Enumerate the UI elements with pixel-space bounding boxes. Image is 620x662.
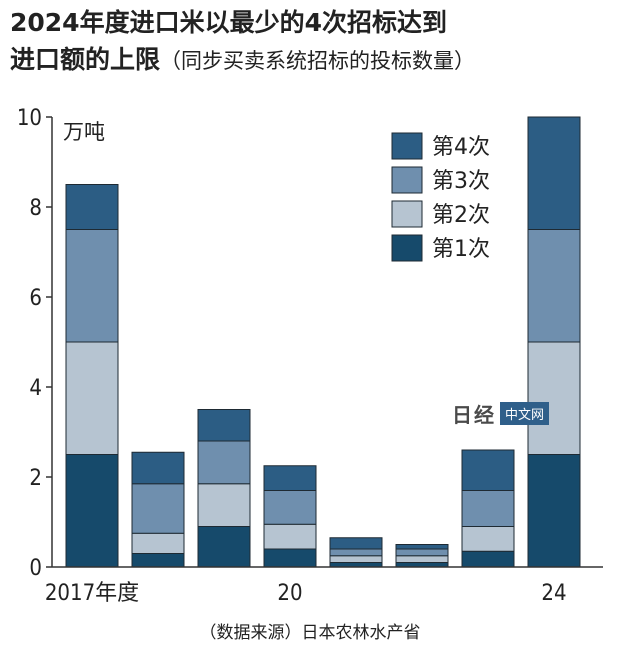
bar-2023-s4 [461,449,515,491]
chart-subtitle: （同步买卖系统招标的投标数量） [160,49,476,73]
bar-2020-s3 [263,490,317,525]
y-tick-label-2: 2 [29,466,42,491]
bar-2024-s1 [527,454,581,568]
legend-label-2: 第2次 [432,203,490,228]
bar-2019-s1 [197,526,251,568]
watermark-box: 中文网 [500,402,550,425]
bar-2022-s2 [395,555,449,563]
chart-title: 2024年度进口米以最少的4次招标达到 进口额的上限（同步买卖系统招标的投标数量… [10,4,616,80]
watermark: 日经 中文网 [452,399,550,428]
bar-2024-s3 [527,229,581,343]
bar-2024-s4 [527,116,581,230]
bar-2021-s4 [329,537,383,550]
y-tick-label-4: 4 [29,376,42,401]
bar-2019-s4 [197,409,251,442]
bar-2023-s2 [461,526,515,552]
bar-2019-s3 [197,440,251,485]
bar-2019-s2 [197,483,251,527]
legend-swatch-2 [391,200,423,228]
bar-2018-s1 [131,553,185,568]
title-line-2: 进口额的上限（同步买卖系统招标的投标数量） [10,41,616,80]
y-tick-label-8: 8 [29,196,42,221]
bar-2024-s2 [527,341,581,455]
y-unit-label: 万吨 [63,120,105,144]
bar-2017-s4 [65,184,119,230]
bar-2017-s2 [65,341,119,455]
bar-2017-s1 [65,454,119,568]
bar-2020-s2 [263,523,317,550]
legend-label-4: 第4次 [432,135,490,160]
bar-2018-s3 [131,483,185,534]
bar-2018-s2 [131,532,185,554]
bar-2017-s3 [65,229,119,343]
bar-2023-s1 [461,550,515,568]
bar-2020-s1 [263,548,317,568]
legend-swatch-4 [391,132,423,160]
legend-swatch-1 [391,234,423,262]
y-tick-label-6: 6 [29,286,42,311]
y-tick-label-10: 10 [17,106,42,131]
bar-2020-s4 [263,465,317,491]
bar-2022-s4 [395,544,449,550]
x-tick-label-2020: 20 [277,581,302,606]
y-tick-label-0: 0 [29,556,42,581]
bar-2021-s2 [329,555,383,563]
bar-2021-s3 [329,548,383,557]
watermark-logo: 日经 [452,403,496,427]
bar-2018-s4 [131,451,185,485]
legend-label-1: 第1次 [432,237,490,262]
bar-2023-s3 [461,490,515,527]
bar-2022-s3 [395,548,449,557]
title-line-2-main: 进口额的上限 [10,45,161,74]
source-note: （数据来源）日本农林水产省 [199,623,421,643]
legend-swatch-3 [391,166,423,194]
legend-label-3: 第3次 [432,169,490,194]
x-tick-label-2024: 24 [541,581,566,606]
title-line-1: 2024年度进口米以最少的4次招标达到 [10,8,447,37]
x-tick-label-2017: 2017年度 [45,581,139,606]
